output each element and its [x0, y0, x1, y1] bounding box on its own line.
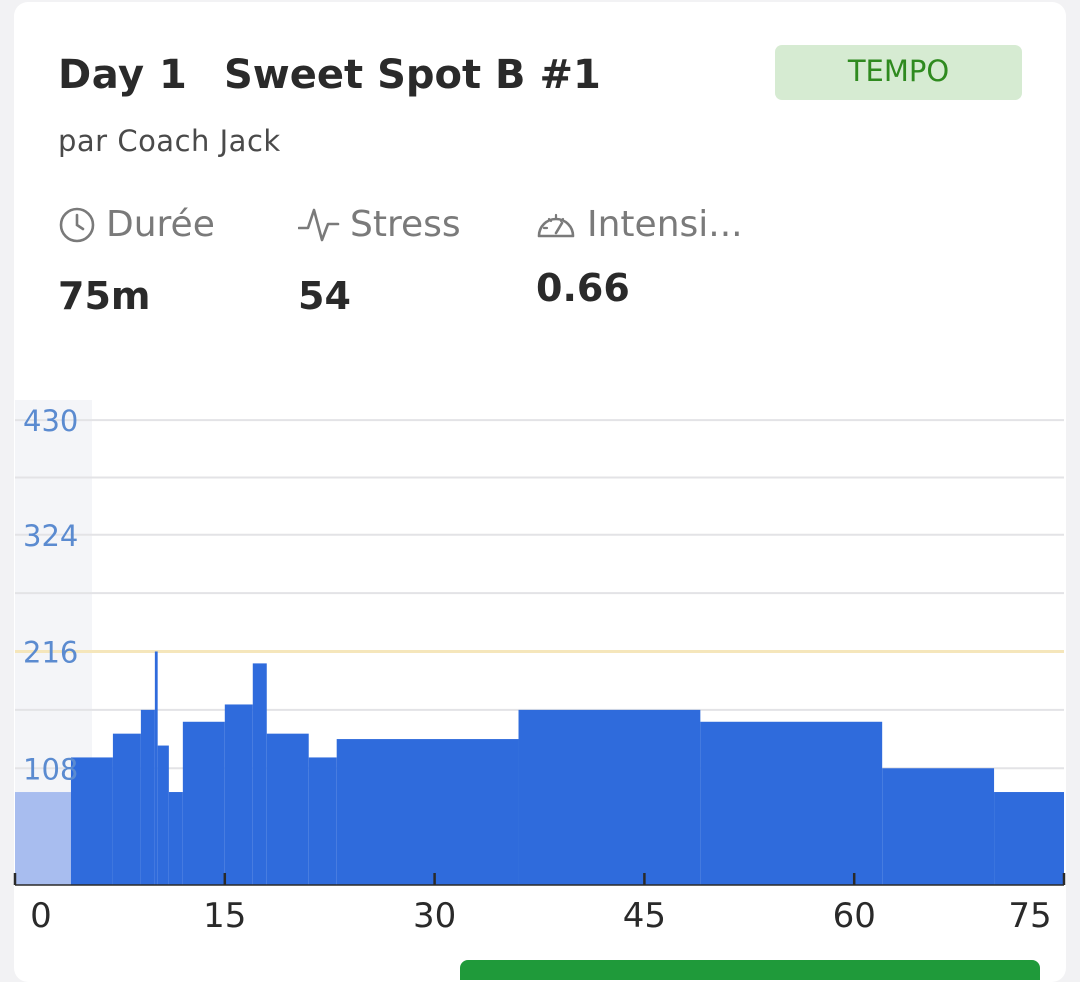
- y-tick-label: 216: [23, 636, 78, 670]
- x-tick-label: 60: [833, 896, 876, 936]
- power-segment: [157, 745, 169, 885]
- power-segment: [70, 757, 113, 885]
- power-segment: [518, 709, 701, 885]
- power-segment: [15, 792, 71, 885]
- power-segment: [140, 709, 155, 885]
- stress-stat-label: Stress: [298, 204, 461, 245]
- day-label: Day 1: [58, 52, 188, 98]
- x-tick-label: 75: [1008, 896, 1051, 936]
- action-button[interactable]: [460, 960, 1040, 980]
- power-segment: [266, 733, 309, 885]
- duration-value: 75m: [58, 274, 151, 318]
- power-segment: [224, 704, 253, 885]
- speedometer-icon: [537, 213, 575, 237]
- clock-icon: [59, 207, 95, 242]
- y-tick-label: 430: [23, 404, 78, 438]
- duration-stat-label: Durée: [58, 204, 215, 245]
- intensity-value: 0.66: [536, 266, 630, 310]
- power-segment: [336, 739, 519, 885]
- y-tick-label: 108: [23, 752, 78, 786]
- x-tick-label: 30: [413, 896, 456, 936]
- power-segment: [994, 792, 1064, 885]
- power-segment: [182, 721, 225, 885]
- pulse-icon: [298, 208, 340, 241]
- y-tick-label: 324: [23, 519, 78, 553]
- power-segment: [168, 792, 183, 885]
- duration-label-text: Durée: [106, 204, 215, 245]
- x-tick-label: 0: [30, 896, 52, 936]
- power-segment: [700, 721, 883, 885]
- power-segment: [308, 757, 337, 885]
- intensity-stat-label: Intensi...: [535, 204, 743, 245]
- workout-type-badge: TEMPO: [775, 45, 1022, 100]
- power-segment: [882, 768, 995, 885]
- stress-label-text: Stress: [350, 204, 461, 245]
- intensity-label-text: Intensi...: [587, 204, 743, 245]
- power-segment: [112, 733, 141, 885]
- x-tick-label: 15: [203, 896, 246, 936]
- power-segment: [252, 663, 267, 885]
- workout-title: Sweet Spot B #1: [224, 52, 601, 98]
- power-segment: [154, 651, 158, 885]
- author-label: par Coach Jack: [58, 124, 281, 158]
- x-tick-label: 45: [623, 896, 666, 936]
- stress-value: 54: [298, 274, 351, 318]
